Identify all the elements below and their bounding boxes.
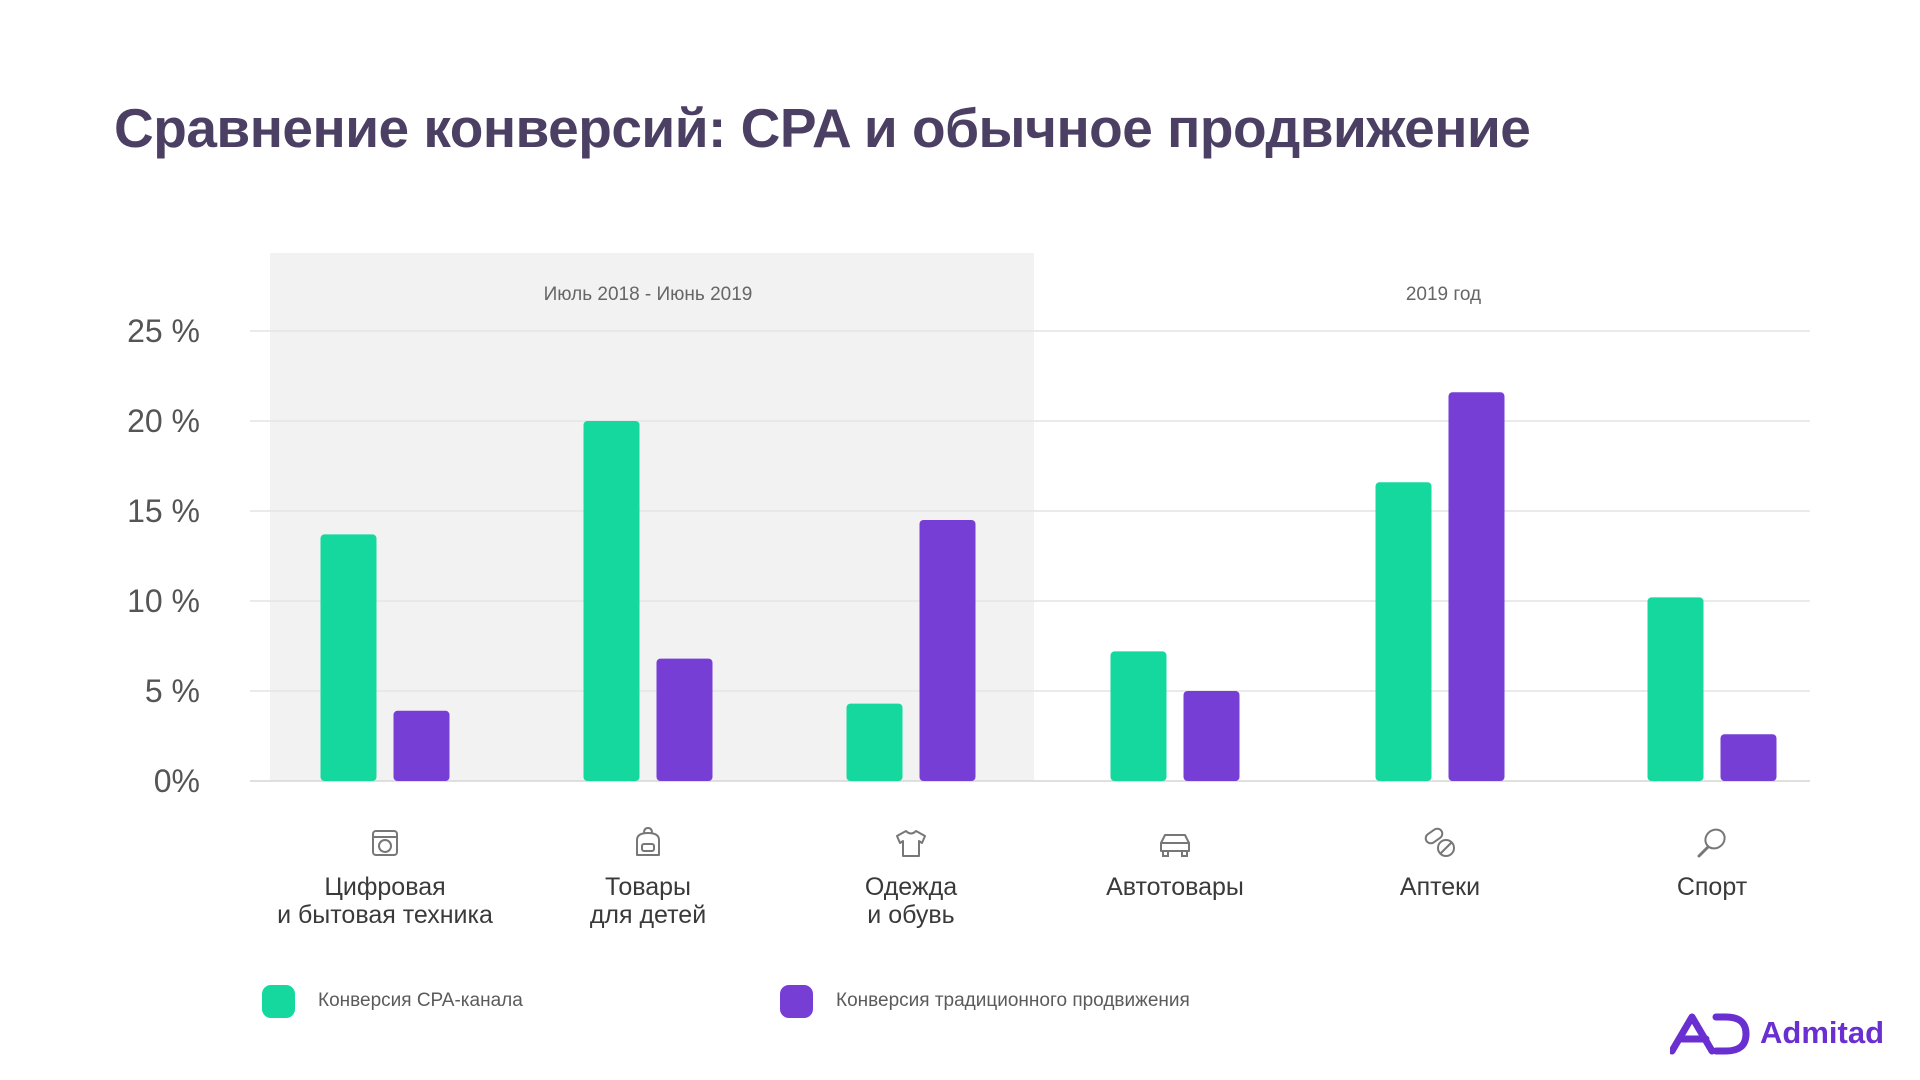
appliance-icon: [372, 830, 398, 856]
bar-traditional-3: [1183, 691, 1240, 781]
bar-cpa-0: [320, 534, 377, 781]
category-label-3-line-0: Автотовары: [1106, 873, 1244, 901]
legend-swatch-traditional: [780, 984, 813, 1018]
bar-cpa-3: [1110, 651, 1167, 781]
bar-traditional-0: [393, 710, 450, 781]
legend-swatch-cpa: [262, 984, 295, 1018]
bar-cpa-2: [846, 703, 903, 781]
category-label-1-line-0: Товары: [605, 873, 691, 901]
legend-label-traditional: Конверсия традиционного продвижения: [836, 990, 1190, 1011]
bar-traditional-2: [919, 520, 976, 781]
logo-text: Admitad: [1760, 1015, 1884, 1050]
bar-traditional-5: [1720, 734, 1777, 781]
legend-item-traditional: Конверсия традиционного продвижения: [780, 984, 1190, 1018]
bar-cpa-4: [1375, 482, 1432, 781]
category-label-2-line-0: Одежда: [865, 873, 957, 901]
legend-item-cpa: Конверсия CPA-канала: [262, 984, 523, 1018]
gridlines: [250, 330, 1810, 782]
tshirt-icon: [896, 830, 926, 857]
category-label-0-line-1: и бытовая техника: [277, 901, 493, 929]
page-title: Сравнение конверсий: CPA и обычное продв…: [114, 97, 1531, 159]
racket-icon: [1697, 828, 1726, 858]
y-tick-label-5: 25 %: [127, 313, 200, 349]
pills-icon: [1424, 827, 1455, 857]
category-icons: [372, 826, 1726, 858]
period-label-1: 2019 год: [1406, 284, 1481, 305]
category-label-1-line-1: для детей: [590, 901, 706, 929]
period-panels: Июль 2018 - Июнь 2019 2019 год: [270, 253, 1481, 781]
category-label-4-line-0: Аптеки: [1400, 873, 1480, 901]
period-label-0: Июль 2018 - Июнь 2019: [544, 284, 753, 305]
car-icon: [1160, 834, 1190, 857]
category-label-5-line-0: Спорт: [1677, 873, 1748, 901]
y-tick-label-0: 0%: [154, 763, 200, 799]
y-tick-label-3: 15 %: [127, 493, 200, 529]
bar-cpa-5: [1647, 597, 1704, 781]
category-label-0-line-0: Цифровая: [324, 873, 445, 901]
admitad-logo-mark: [1670, 1013, 1750, 1055]
bar-traditional-1: [656, 658, 713, 781]
legend-label-cpa: Конверсия CPA-канала: [318, 990, 523, 1011]
category-label-2-line-1: и обувь: [867, 901, 954, 929]
bar-cpa-1: [583, 421, 640, 781]
period-panel-shaded: [270, 253, 1034, 781]
y-tick-label-2: 10 %: [127, 583, 200, 619]
backpack-icon: [636, 826, 660, 856]
y-tick-label-1: 5 %: [145, 673, 200, 709]
admitad-logo: Admitad: [1670, 1008, 1908, 1058]
y-tick-label-4: 20 %: [127, 403, 200, 439]
y-axis-ticks: 0% 5 % 10 % 15 % 20 % 25 %: [127, 313, 200, 799]
bars: [320, 392, 1777, 781]
bar-traditional-4: [1448, 392, 1505, 781]
